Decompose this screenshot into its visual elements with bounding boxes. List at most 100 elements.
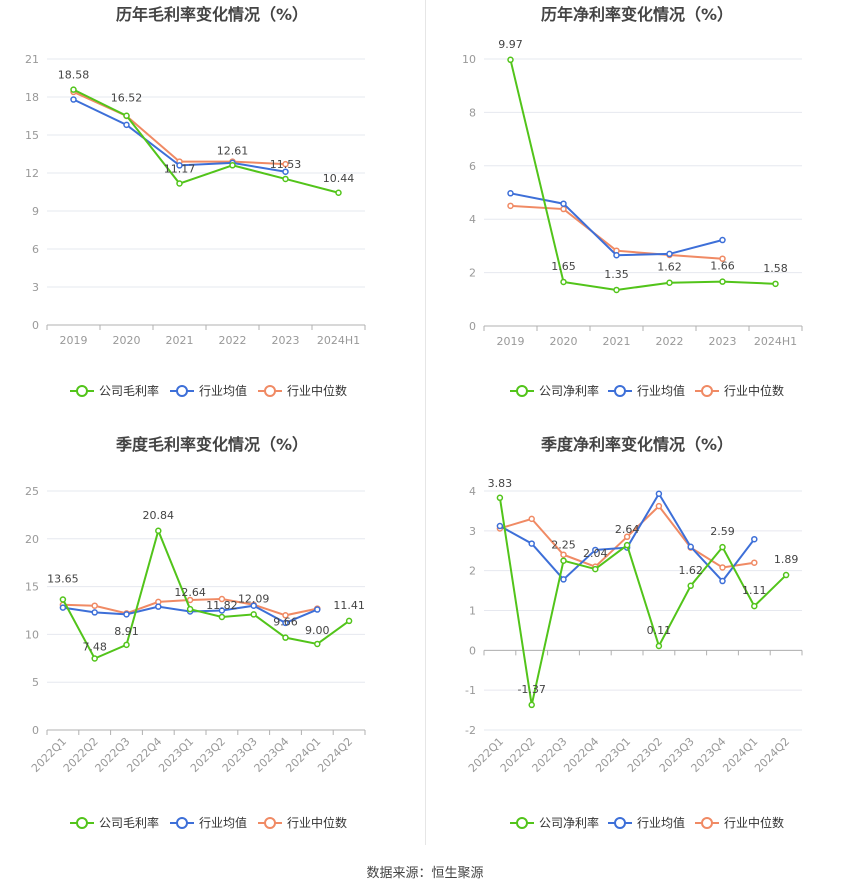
data-point-avg <box>314 606 321 613</box>
legend-marker <box>614 385 626 397</box>
data-label: 1.62 <box>657 261 682 274</box>
data-point-company <box>719 278 726 285</box>
data-point-company <box>250 611 257 618</box>
data-label: 18.58 <box>58 69 90 82</box>
data-label: 1.89 <box>774 553 799 566</box>
legend-label: 公司毛利率 <box>99 815 159 830</box>
data-point-avg <box>666 250 673 258</box>
legend-label: 公司毛利率 <box>99 383 159 398</box>
y-tick-label: -1 <box>465 684 476 697</box>
y-tick-label: 8 <box>469 106 476 119</box>
data-point-company <box>155 527 162 535</box>
data-point-median <box>560 205 567 213</box>
legend-marker <box>76 817 88 829</box>
legend-marker <box>701 385 713 397</box>
annual-gross-margin-chart: 历年毛利率变化情况（%） 0 3 6 9 12 15 18 21 2019 2020 2021 2022… <box>0 0 425 430</box>
y-tick-label: -2 <box>465 724 476 737</box>
data-label: 1.66 <box>710 260 735 273</box>
y-tick-label: 9 <box>32 205 39 218</box>
data-point-avg <box>59 604 67 611</box>
y-tick-label: 2 <box>469 565 476 578</box>
panel-divider <box>425 0 426 845</box>
legend-label: 行业均值 <box>637 383 685 398</box>
data-point-avg <box>176 162 183 169</box>
data-point-avg <box>560 200 567 207</box>
data-point-company <box>751 602 758 610</box>
legend-item-company: 公司净利率 <box>510 815 599 830</box>
y-tick-label: 18 <box>25 91 39 104</box>
legend-label: 行业均值 <box>637 815 685 830</box>
series-line-company <box>509 59 776 291</box>
data-point-company <box>229 162 236 169</box>
data-point-median <box>507 202 514 210</box>
y-tick-label: 20 <box>25 533 39 546</box>
x-tick-label: 2022 <box>656 335 684 348</box>
legend-label: 公司净利率 <box>539 815 599 830</box>
data-point-median <box>282 160 289 168</box>
data-point-median <box>186 596 194 604</box>
legend-item-avg: 行业均值 <box>608 383 685 398</box>
y-tick-label: 4 <box>469 485 476 498</box>
data-point-median <box>719 255 726 262</box>
legend-label: 行业中位数 <box>287 383 347 398</box>
data-point-avg <box>687 543 694 551</box>
y-tick-label: 3 <box>469 525 476 538</box>
y-tick-label: 0 <box>469 320 476 333</box>
data-point-company <box>507 56 514 64</box>
data-point-avg <box>123 611 130 618</box>
data-point-avg <box>592 546 599 554</box>
data-label: -1.37 <box>517 683 545 696</box>
y-tick-label: 12 <box>25 167 39 180</box>
data-point-company <box>666 279 673 286</box>
chart-title: 历年净利率变化情况（%） <box>541 5 733 24</box>
chart-title: 季度净利率变化情况（%） <box>540 435 733 454</box>
legend-item-company: 公司毛利率 <box>70 383 159 398</box>
data-label: 2.59 <box>710 525 735 538</box>
legend-label: 公司净利率 <box>539 383 599 398</box>
quarterly-gross-margin-svg: 季度毛利率变化情况（%）05101520252022Q12022Q22022Q3… <box>25 435 366 830</box>
y-tick-label: 21 <box>25 53 39 66</box>
data-point-company <box>560 278 567 286</box>
series-line-company <box>73 88 339 194</box>
y-tick-label: 4 <box>469 213 476 226</box>
data-label: 20.84 <box>143 509 175 522</box>
data-label: 11.82 <box>206 599 238 612</box>
data-point-avg <box>496 522 504 530</box>
data-point-company <box>623 541 631 549</box>
data-point-company <box>687 582 694 590</box>
data-source: 数据来源：恒生聚源 <box>366 866 484 881</box>
data-point-avg <box>70 96 77 103</box>
series-line-company <box>498 497 787 706</box>
x-tick-label: 2019 <box>497 335 525 348</box>
x-tick-label: 2020 <box>113 334 141 347</box>
data-point-avg <box>719 577 726 585</box>
legend-label: 行业均值 <box>199 815 247 830</box>
legend-label: 行业均值 <box>199 383 247 398</box>
data-label: 8.91 <box>114 625 139 638</box>
quarterly-net-margin-chart: 季度净利率变化情况（%） -2 -1 0 1 2 3 4 2022Q1 2022Q2 2022Q3 2… <box>425 430 850 860</box>
data-label: 9.66 <box>273 616 298 629</box>
annual-net-margin-svg: 历年净利率变化情况（%） 0 2 4 6 8 10 2019 2020 2021 2022 2023 2… <box>462 5 803 398</box>
data-point-median <box>528 515 535 523</box>
chart-title: 历年毛利率变化情况（%） <box>116 5 308 24</box>
data-point-avg <box>655 490 663 498</box>
data-label: 2.04 <box>583 547 608 560</box>
chart-title: 季度毛利率变化情况（%） <box>115 435 308 454</box>
data-point-avg <box>155 603 162 610</box>
legend-label: 行业中位数 <box>724 383 784 398</box>
data-label: 1.11 <box>742 584 767 597</box>
data-point-avg <box>282 168 289 175</box>
data-label: 12.64 <box>174 586 206 599</box>
data-point-company <box>123 112 130 119</box>
data-point-company <box>782 571 790 579</box>
x-tick-label: 2019 <box>60 334 88 347</box>
legend-marker <box>516 385 528 397</box>
x-tick-label: 2023 <box>709 335 737 348</box>
legend-item-company: 公司毛利率 <box>70 815 159 830</box>
y-tick-label: 0 <box>469 644 476 657</box>
data-label: 1.58 <box>763 262 788 275</box>
data-label: 11.41 <box>333 599 365 612</box>
data-point-avg <box>528 540 535 547</box>
data-point-avg <box>719 236 726 244</box>
data-label: 12.61 <box>217 144 249 157</box>
